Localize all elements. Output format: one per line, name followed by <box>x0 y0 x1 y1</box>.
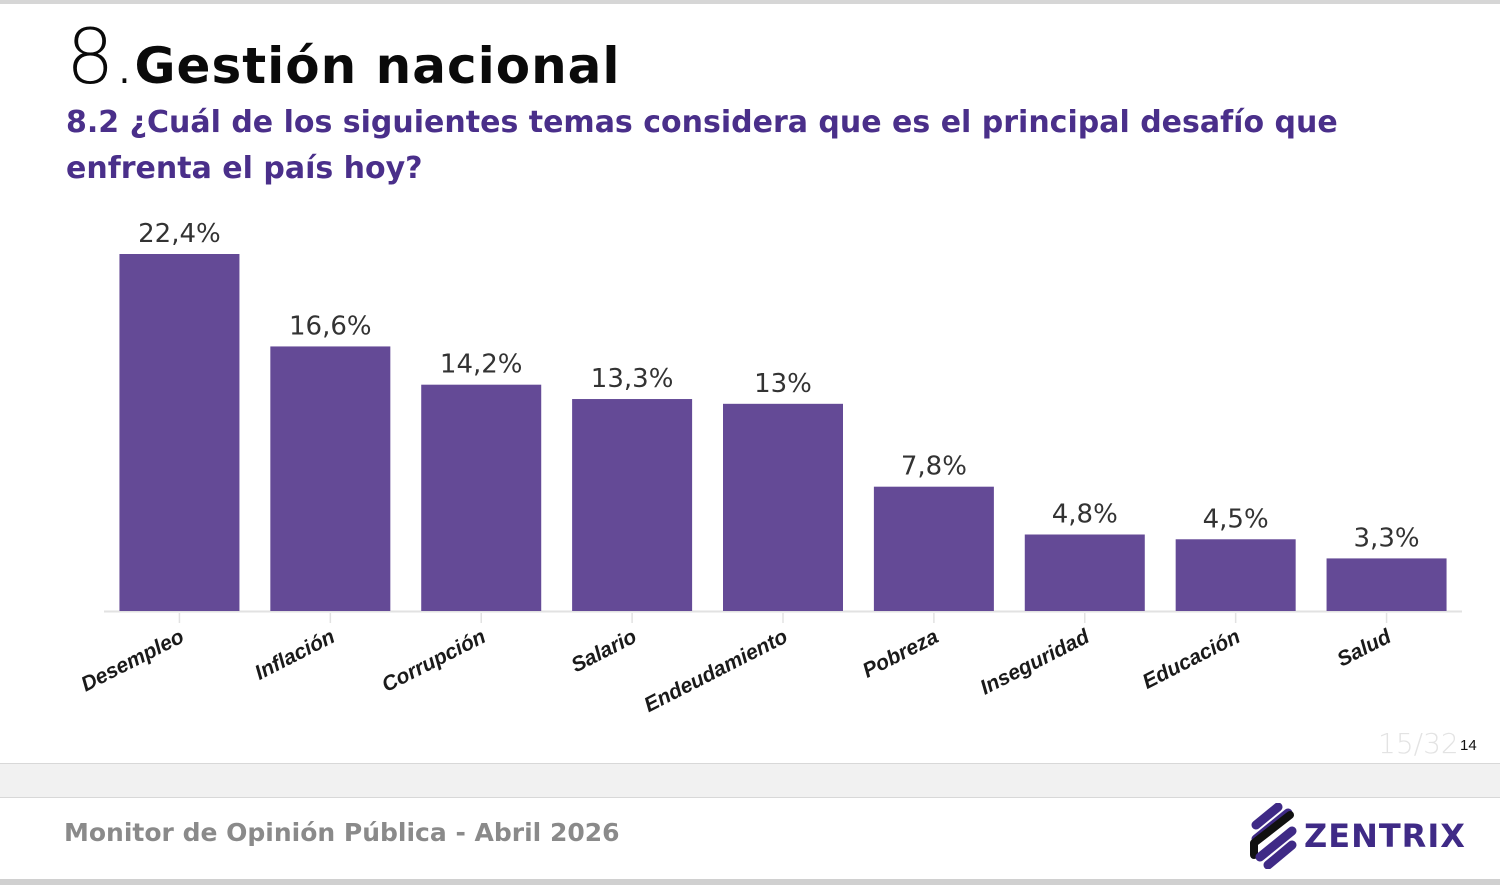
bar-desempleo <box>119 254 240 611</box>
x-tick-label: Salud <box>1333 624 1395 671</box>
bar-pobreza <box>873 486 994 611</box>
x-tick-label: Pobreza <box>859 625 943 683</box>
data-label: 16,6% <box>289 311 372 341</box>
data-label: 7,8% <box>901 452 967 482</box>
slide-counter: 15/32 <box>1378 727 1459 760</box>
section-number: 8. <box>66 12 137 101</box>
bar-salud <box>1326 558 1447 611</box>
x-tick-label: Inflación <box>251 625 338 685</box>
data-label: 22,4% <box>138 219 221 249</box>
bar-endeudamiento <box>723 403 843 611</box>
bar-chart: 22,4% Desempleo 16,6% Inflación 14,2% Corrupc… <box>77 219 1462 717</box>
question-text: 8.2 ¿Cuál de los siguientes temas consid… <box>66 105 1338 186</box>
data-label: 3,3% <box>1354 523 1420 553</box>
brand-logo: ZENTRIX <box>1246 802 1486 870</box>
bar-educación <box>1175 539 1296 611</box>
footer-text: Monitor de Opinión Pública - Abril 2026 <box>64 818 620 847</box>
footer-band <box>0 763 1500 798</box>
bottom-rule <box>0 879 1500 885</box>
data-label: 4,5% <box>1203 504 1269 534</box>
brand-name: ZENTRIX <box>1304 817 1466 855</box>
section-title: Gestión nacional <box>134 37 621 95</box>
x-tick-label: Endeudamiento <box>640 625 791 717</box>
x-tick-label: Corrupción <box>378 625 489 697</box>
x-tick-label: Salario <box>568 625 641 677</box>
bar-inseguridad <box>1024 534 1145 611</box>
data-label: 13% <box>754 369 812 399</box>
page-number: 14 <box>1460 737 1477 754</box>
bar-corrupción <box>421 384 542 611</box>
section-heading: 8.Gestión nacional <box>66 12 621 101</box>
data-label: 13,3% <box>591 364 674 394</box>
bar-salario <box>572 399 693 611</box>
stacked-stripes-logo-icon <box>1250 802 1297 870</box>
bar-inflación <box>270 346 391 611</box>
top-rule <box>0 0 1500 4</box>
data-label: 14,2% <box>440 350 523 380</box>
x-tick-label: Educación <box>1139 625 1244 694</box>
x-tick-label: Desempleo <box>77 625 187 696</box>
x-tick-label: Inseguridad <box>977 624 1095 699</box>
data-label: 4,8% <box>1052 500 1118 530</box>
